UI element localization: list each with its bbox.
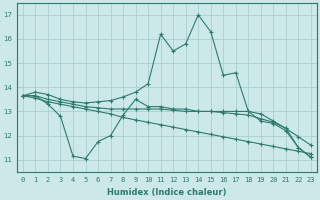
X-axis label: Humidex (Indice chaleur): Humidex (Indice chaleur)	[107, 188, 227, 197]
